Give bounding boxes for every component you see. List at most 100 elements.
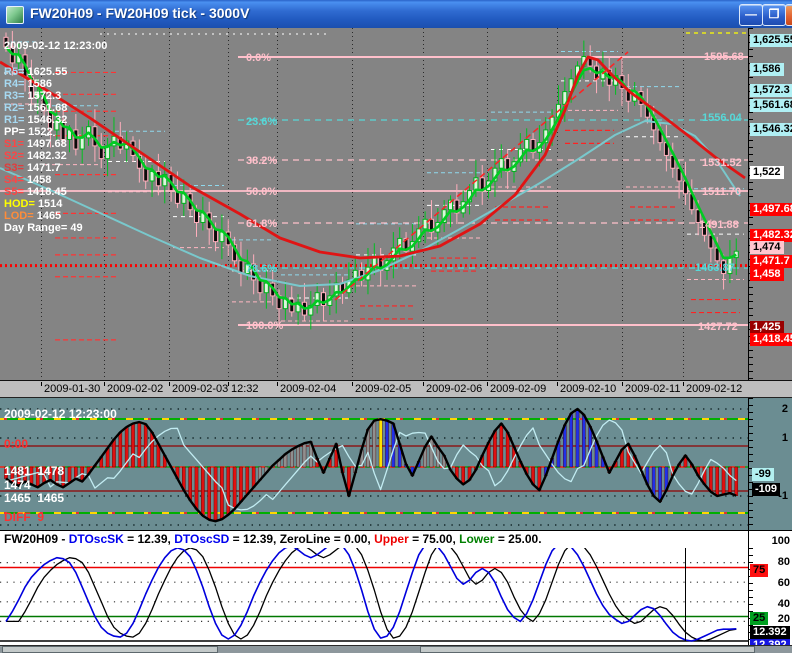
pivot-label: S1=	[4, 138, 27, 150]
pivot-row: S4= 1458	[4, 174, 51, 186]
price-axis-badge: 1,482.32	[750, 229, 792, 242]
pivot-row: S2= 1482.32	[4, 150, 67, 162]
date-label: 2009-01-30	[44, 383, 101, 395]
date-axis[interactable]: 2009-01-30 2009-02-02 2009-02-03 12:32 2009-…	[0, 380, 792, 398]
price-axis-badge: 1,418.45	[750, 333, 792, 346]
oscillator-timestamp: 2009-02-12 12:23:00	[4, 407, 117, 421]
oscillator-axis-labels: 2 1 -1 -99 -109	[750, 398, 792, 530]
oscillator-panel: 2 1 -1 -99 -109 2009-02-12 12:23:00 0:00 148…	[0, 397, 792, 531]
dtosc-title-part: FW20H09 -	[4, 532, 69, 546]
date-tick	[487, 382, 488, 386]
pivot-value: 1465	[36, 210, 62, 222]
svg-text:1427.72: 1427.72	[698, 321, 738, 333]
date-tick	[104, 382, 105, 386]
svg-text:1556.04: 1556.04	[702, 112, 743, 124]
close-button[interactable]: ✕	[785, 4, 792, 26]
date-label: 2009-02-06	[426, 383, 483, 395]
app-icon	[6, 6, 24, 24]
svg-text:1463.87: 1463.87	[695, 262, 735, 274]
maximize-button[interactable]: ❐	[762, 4, 786, 26]
date-tick	[169, 382, 170, 386]
pivot-label: S5=	[4, 186, 27, 198]
grid-dots	[0, 562, 748, 623]
pivot-value: 1586	[27, 78, 53, 90]
threshold-lines	[0, 566, 748, 642]
svg-text:50.0%: 50.0%	[246, 186, 277, 198]
price-axis-badge: 1,458	[750, 268, 784, 281]
date-tick	[228, 382, 229, 386]
pivot-value: 1471.7	[26, 162, 61, 174]
oscillator-value-badge: -109	[752, 483, 781, 496]
fibonacci-lines	[0, 32, 748, 326]
horizontal-scrollbar[interactable]	[0, 645, 792, 653]
pivot-row: R2= 1561.68	[4, 102, 67, 114]
pivot-row: Day Range= 49	[4, 222, 83, 234]
dtoscsd-line	[6, 548, 737, 642]
date-label: 2009-02-10	[560, 383, 617, 395]
oscillator-axis-value: 2	[781, 403, 788, 415]
dtosc-axis-value: 40	[777, 598, 790, 610]
oscillator-axis-line	[748, 398, 749, 530]
svg-text:1595.68: 1595.68	[704, 51, 744, 63]
dtosc-title-part: Upper	[374, 532, 409, 546]
minimize-button[interactable]: —	[739, 4, 763, 26]
pivot-value: 1546.32	[27, 114, 68, 126]
date-tick	[622, 382, 623, 386]
dtosc-value-badge: 75	[750, 564, 769, 577]
svg-text:100.0%: 100.0%	[246, 320, 284, 332]
price-axis-badge: 1,522	[750, 166, 784, 179]
dtosc-title-part: DTOscSK	[68, 532, 124, 546]
cyan-line	[5, 419, 737, 511]
dtosc-axis-ticks	[749, 548, 753, 645]
moving-averages	[0, 46, 746, 310]
price-axis-badge: 1,471.7	[750, 255, 792, 268]
fib-labels: 0.0% 23.6% 38.2% 50.0% 61.8% 78.6% 100.0% 1595.…	[246, 51, 744, 333]
dtosc-title-part: Lower	[459, 532, 495, 546]
price-axis-badge: 1,497.68	[750, 203, 792, 216]
pivot-value: 1482.32	[26, 150, 67, 162]
price-axis-badge: 1,546.32	[750, 123, 792, 136]
date-label: 12:32	[231, 383, 259, 395]
pivot-value: 49	[70, 222, 83, 234]
svg-text:0.0%: 0.0%	[246, 52, 271, 64]
pivot-value: 1625.55	[27, 66, 68, 78]
pivot-label: R2=	[4, 102, 28, 114]
dtosc-value-badge: 12.392	[750, 626, 790, 639]
dtosc-title-part: = 12.39,	[229, 532, 280, 546]
oscillator-histogram-chart	[0, 407, 748, 526]
svg-text:1511.70: 1511.70	[702, 186, 741, 198]
pivot-row: LOD= 1465	[4, 210, 61, 222]
title-bar[interactable]: FW20H09 - FW20H09 tick - 3000V — ❐ ✕	[0, 0, 792, 29]
candlestick-series	[3, 30, 739, 330]
date-tick	[277, 382, 278, 386]
dtosc-axis-value: 20	[777, 613, 790, 625]
pivot-label: HOD=	[4, 198, 38, 210]
date-label: 2009-02-03	[172, 383, 229, 395]
pivot-row: R3= 1572.3	[4, 90, 61, 102]
pivot-label: R3=	[4, 90, 28, 102]
pivot-label: S4=	[4, 174, 27, 186]
pivot-label: PP=	[4, 126, 29, 138]
pivot-label: S2=	[4, 150, 27, 162]
price-axis-labels: 1,625.55 1,586 1,572.3 1,561.68 1,546.32 1,52…	[750, 28, 792, 380]
price-axis-badge: 1,561.68	[750, 99, 792, 112]
dtosc-title-strip	[0, 530, 792, 549]
pivot-value: 1497.68	[26, 138, 67, 150]
pivot-row: R5= 1625.55	[4, 66, 67, 78]
dtosc-title-part: ZeroLine	[279, 532, 331, 546]
pivot-row: S5= 1418.45	[4, 186, 67, 198]
main-line	[5, 407, 737, 523]
svg-text:61.8%: 61.8%	[246, 218, 277, 230]
dtosc-axis-line	[748, 530, 749, 645]
date-label: 2009-02-09	[490, 383, 547, 395]
pivot-row: PP= 1522	[4, 126, 53, 138]
pivot-label: R1=	[4, 114, 28, 126]
pivot-label: S3=	[4, 162, 27, 174]
price-axis-badge: 1,425	[750, 321, 784, 334]
day-separators	[41, 28, 684, 380]
dtosc-axis-value: 100	[771, 535, 790, 547]
svg-text:1531.52: 1531.52	[702, 157, 742, 169]
pivot-value: 1522	[28, 126, 53, 138]
date-label: 2009-02-02	[107, 383, 164, 395]
